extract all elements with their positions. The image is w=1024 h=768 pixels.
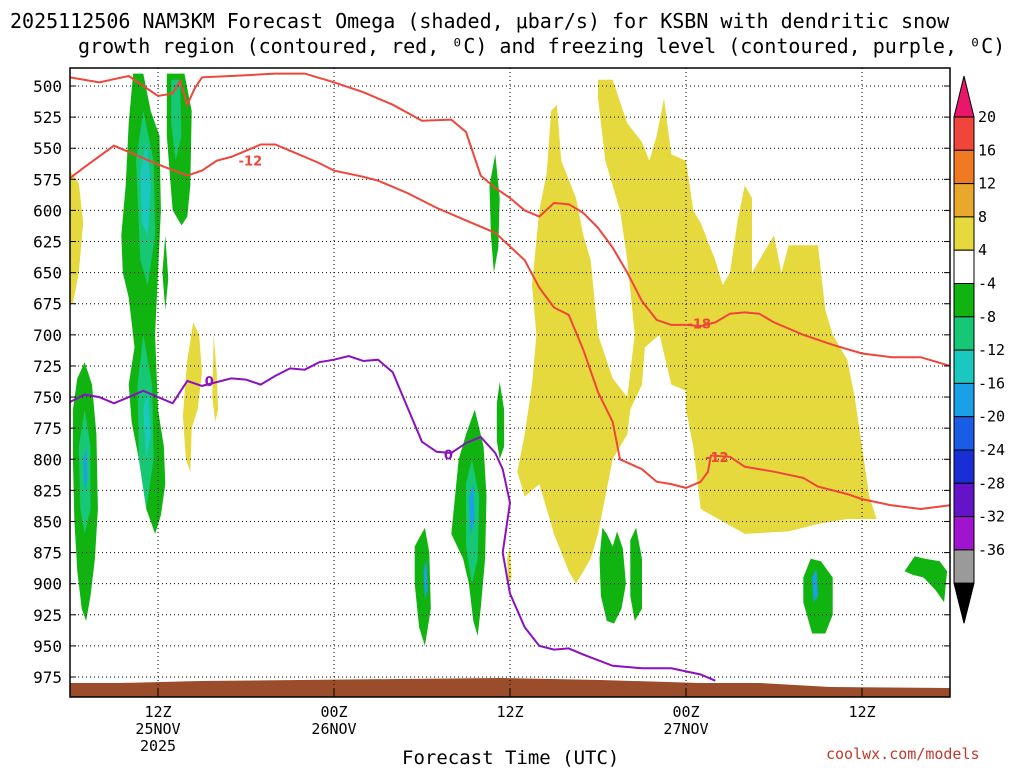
chart-title-line1: 2025112506 NAM3KM Forecast Omega (shaded… (10, 9, 950, 33)
contour-label: -12 (705, 451, 729, 466)
x-tick-label: 2025 (140, 737, 176, 755)
colorbar-segment (953, 482, 975, 518)
y-tick-label: 625 (33, 233, 62, 252)
y-tick-label: 775 (33, 419, 62, 438)
y-tick-label: 600 (33, 201, 62, 220)
omega-negative-core (83, 446, 88, 491)
colorbar-top-arrow (953, 75, 975, 118)
colorbar-segment (953, 516, 975, 551)
colorbar-segment (953, 549, 975, 584)
colorbar-segment (953, 216, 975, 251)
colorbar-label: -16 (978, 374, 1005, 392)
y-tick-label: 875 (33, 544, 62, 563)
colorbar-label: 8 (978, 208, 987, 226)
colorbar: 20 16 12 8 4 -4 -8 -12 -16 -20 -24 -28 -32 -36 (953, 75, 1005, 624)
colorbar-label: -32 (978, 508, 1005, 526)
y-tick-label: 950 (33, 637, 62, 656)
colorbar-segment (953, 382, 975, 418)
y-tick-label: 700 (33, 326, 62, 345)
omega-negative-core (171, 79, 182, 161)
omega-positive-region (517, 79, 877, 584)
y-tick-label: 675 (33, 295, 62, 314)
colorbar-segment (953, 316, 975, 351)
colorbar-segment (953, 449, 975, 484)
colorbar-label: 16 (978, 141, 996, 159)
contour-line (70, 354, 716, 682)
y-tick-label: 500 (33, 77, 62, 96)
contour-line (70, 72, 950, 367)
x-tick-label: 00Z (320, 703, 347, 721)
colorbar-segment (953, 283, 975, 318)
colorbar-segment (953, 349, 975, 384)
y-tick-label: 550 (33, 139, 62, 158)
plot-area: -12 -12 -18 0 0 500 525 550 575 600 625 650 675 700 72… (33, 67, 951, 755)
terrain-ground (70, 678, 950, 697)
x-tick-label: 12Z (496, 703, 523, 721)
omega-negative-region (414, 527, 431, 646)
contour-label: -12 (239, 155, 263, 170)
omega-positive-region (212, 334, 219, 422)
credit-text: coolwx.com/models (826, 745, 980, 763)
colorbar-segment (953, 249, 975, 284)
colorbar-segment (953, 183, 975, 218)
omega-negative-core (423, 558, 428, 599)
colorbar-segment (953, 149, 975, 185)
omega-negative-core (812, 568, 818, 603)
colorbar-label: -36 (978, 541, 1005, 559)
x-tick-label: 12Z (848, 703, 875, 721)
contour-label: 0 (444, 448, 453, 463)
x-tick-label: 26NOV (311, 720, 356, 738)
colorbar-label: -20 (978, 408, 1005, 426)
colorbar-segment (953, 116, 975, 151)
contour-label: 0 (205, 375, 214, 390)
y-tick-label: 825 (33, 481, 62, 500)
y-tick-label: 750 (33, 388, 62, 407)
x-tick-label: 00Z (672, 703, 699, 721)
x-tick-label: 12Z (144, 703, 171, 721)
y-tick-label: 900 (33, 575, 62, 594)
omega-positive-region (507, 546, 512, 584)
colorbar-label: -24 (978, 441, 1005, 459)
x-tick-label: 25NOV (135, 720, 180, 738)
omega-positive-region (182, 322, 202, 472)
y-tick-label: 800 (33, 450, 62, 469)
omega-negative-core (143, 390, 151, 460)
omega-negative-region (489, 154, 500, 273)
omega-negative-core (140, 142, 151, 236)
colorbar-label: -8 (978, 308, 996, 326)
y-tick-label: 575 (33, 170, 62, 189)
omega-negative-region (162, 235, 169, 310)
x-axis-label: Forecast Time (UTC) (402, 747, 619, 768)
colorbar-label: 4 (978, 241, 987, 259)
y-tick-label: 850 (33, 512, 62, 531)
colorbar-label: 20 (978, 108, 996, 126)
y-tick-label: 725 (33, 357, 62, 376)
omega-negative-region (904, 556, 948, 603)
x-tick-label: 27NOV (663, 720, 708, 738)
omega-negative-region (599, 527, 626, 624)
y-tick-label: 975 (33, 668, 62, 687)
plot-content: -12 -12 -18 0 0 (70, 68, 950, 697)
y-tick-label: 525 (33, 108, 62, 127)
colorbar-label: -4 (978, 275, 996, 293)
omega-positive-region (70, 170, 84, 304)
contour-line (70, 143, 950, 511)
omega-negative-region (803, 558, 833, 634)
y-tick-label: 925 (33, 606, 62, 625)
colorbar-label: -28 (978, 474, 1005, 492)
colorbar-label: 12 (978, 175, 996, 193)
colorbar-segment (953, 416, 975, 451)
colorbar-bottom-arrow (953, 582, 975, 624)
omega-negative-region (121, 73, 166, 534)
colorbar-label: -12 (978, 341, 1005, 359)
omega-negative-region (496, 382, 505, 460)
chart-title-line2: growth region (contoured, red, ⁰C) and f… (78, 34, 1005, 58)
omega-negative-region (630, 527, 642, 621)
contour-label: -18 (687, 318, 711, 333)
y-tick-label: 650 (33, 264, 62, 283)
